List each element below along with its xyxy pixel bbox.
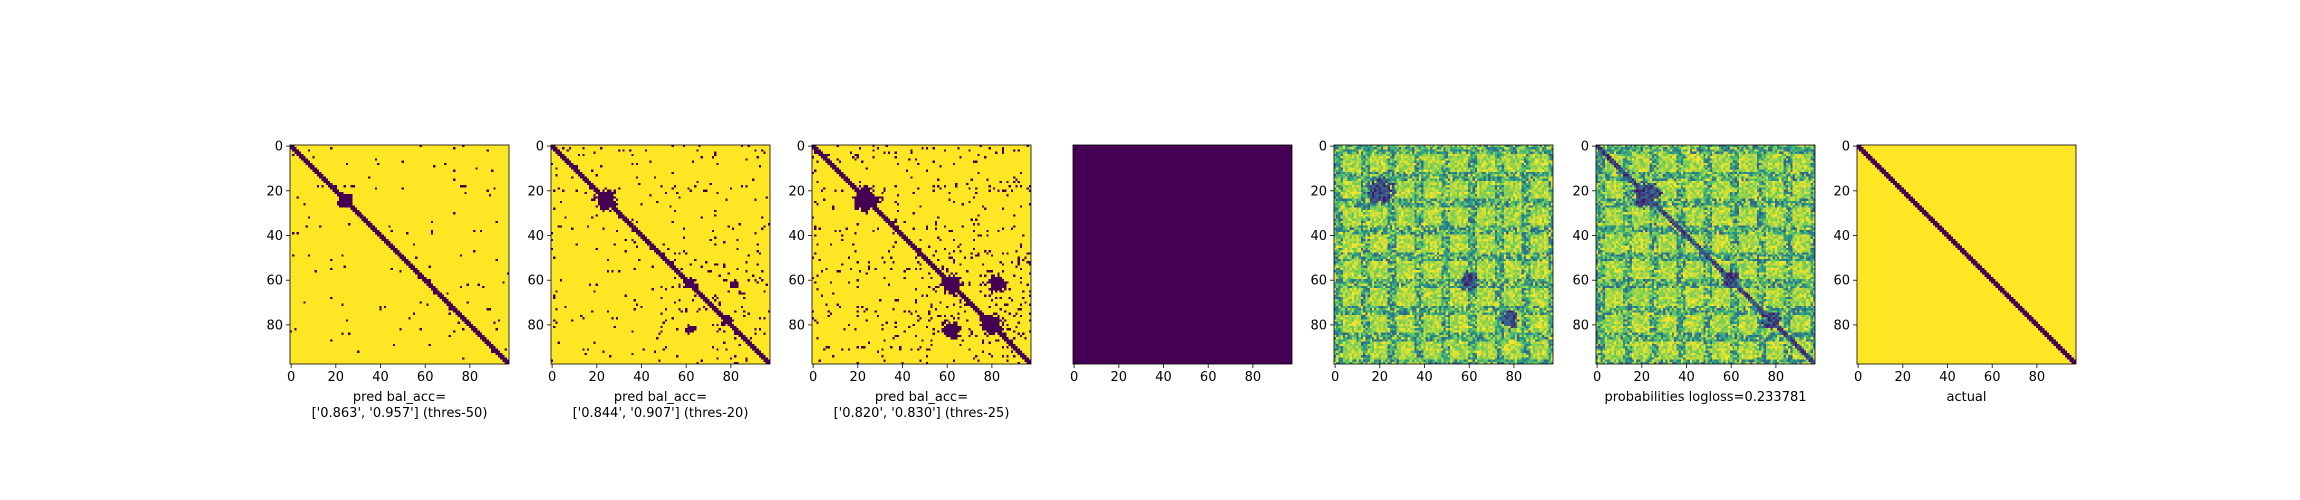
- x-tick-label: 80: [1768, 370, 1785, 385]
- x-tick-label: 0: [1854, 370, 1862, 385]
- heatmap-panel-3: 0 20 40 60 80 0 20 40 60 80 pred bal_acc=['0.820',…: [788, 140, 1032, 421]
- heatmap-panel-7: 0 20 40 60 80 0 20 40 60 80 actual: [1833, 140, 2077, 405]
- y-tick-label: 20: [788, 184, 805, 199]
- axes-frame: [289, 144, 510, 365]
- y-tick-label: 60: [1833, 274, 1850, 289]
- y-tick-label: 80: [527, 318, 544, 333]
- y-tick-label: 0: [1581, 140, 1589, 155]
- x-tick-label: 60: [1984, 370, 2001, 385]
- y-tick-label: 80: [1833, 318, 1850, 333]
- y-tick-label: 0: [275, 140, 283, 155]
- x-tick-label: 40: [372, 370, 389, 385]
- heatmap-image: [1596, 145, 1815, 364]
- x-axis-label: ['0.820', '0.830'] (thres-25): [834, 406, 1010, 421]
- heatmap-image: [1334, 145, 1553, 364]
- x-tick-label: 80: [984, 370, 1001, 385]
- y-tick-label: 20: [527, 184, 544, 199]
- x-tick-label: 60: [1200, 370, 1217, 385]
- heatmap-panel-2: 0 20 40 60 80 0 20 40 60 80 pred bal_acc=['0.844',…: [527, 140, 771, 421]
- heatmap-image: [1073, 145, 1292, 364]
- x-axis-label: pred bal_acc=: [353, 390, 446, 405]
- x-tick-label: 20: [1895, 370, 1912, 385]
- x-tick-label: 0: [548, 370, 556, 385]
- x-tick-label: 20: [328, 370, 345, 385]
- y-tick-label: 20: [1310, 184, 1327, 199]
- y-tick-label: 0: [1842, 140, 1850, 155]
- x-axis-label: ['0.863', '0.957'] (thres-50): [312, 406, 488, 421]
- y-tick-label: 40: [788, 229, 805, 244]
- heatmap-image: [290, 145, 509, 364]
- x-tick-label: 20: [850, 370, 867, 385]
- heatmap-image: [812, 145, 1031, 364]
- y-tick-label: 40: [1833, 229, 1850, 244]
- x-tick-label: 20: [589, 370, 606, 385]
- heatmap-panel-6: 0 20 40 60 80 0 20 40 60 80 probabilities logloss=…: [1572, 140, 1816, 405]
- y-tick-label: 20: [1833, 184, 1850, 199]
- y-tick-label: 80: [788, 318, 805, 333]
- axes-frame: [1856, 144, 2077, 365]
- x-tick-label: 80: [723, 370, 740, 385]
- x-tick-label: 60: [1461, 370, 1478, 385]
- y-tick-label: 60: [266, 274, 283, 289]
- x-tick-label: 80: [462, 370, 479, 385]
- x-tick-label: 80: [1506, 370, 1523, 385]
- x-tick-label: 80: [2029, 370, 2046, 385]
- x-tick-label: 40: [1416, 370, 1433, 385]
- x-tick-label: 40: [633, 370, 650, 385]
- x-tick-label: 40: [894, 370, 911, 385]
- y-tick-label: 40: [527, 229, 544, 244]
- y-tick-label: 0: [1319, 140, 1327, 155]
- y-tick-label: 80: [266, 318, 283, 333]
- x-tick-label: 20: [1634, 370, 1651, 385]
- x-tick-label: 80: [1245, 370, 1262, 385]
- x-axis-label: pred bal_acc=: [614, 390, 707, 405]
- axes-frame: [811, 144, 1032, 365]
- y-tick-label: 20: [1572, 184, 1589, 199]
- y-tick-label: 40: [1310, 229, 1327, 244]
- y-tick-label: 0: [797, 140, 805, 155]
- x-tick-label: 40: [1155, 370, 1172, 385]
- x-tick-label: 0: [287, 370, 295, 385]
- x-tick-label: 40: [1939, 370, 1956, 385]
- y-tick-label: 40: [1572, 229, 1589, 244]
- x-tick-label: 40: [1678, 370, 1695, 385]
- x-tick-label: 60: [678, 370, 695, 385]
- y-tick-label: 60: [527, 274, 544, 289]
- axes-frame: [1595, 144, 1816, 365]
- x-tick-label: 60: [939, 370, 956, 385]
- y-tick-label: 60: [1572, 274, 1589, 289]
- x-tick-label: 0: [1070, 370, 1078, 385]
- axes-frame: [1072, 144, 1293, 365]
- axes-frame: [550, 144, 771, 365]
- y-tick-label: 20: [266, 184, 283, 199]
- y-tick-label: 80: [1572, 318, 1589, 333]
- heatmap-panel-4: 0 20 40 60 80: [1070, 144, 1293, 385]
- x-tick-label: 0: [809, 370, 817, 385]
- x-axis-label: probabilities logloss=0.233781: [1604, 390, 1806, 405]
- x-axis-label: pred bal_acc=: [875, 390, 968, 405]
- y-tick-label: 40: [266, 229, 283, 244]
- axes-frame: [1333, 144, 1554, 365]
- x-tick-label: 20: [1372, 370, 1389, 385]
- y-tick-label: 0: [536, 140, 544, 155]
- x-tick-label: 0: [1593, 370, 1601, 385]
- x-axis-label: ['0.844', '0.907'] (thres-20): [573, 406, 749, 421]
- y-tick-label: 60: [1310, 274, 1327, 289]
- x-axis-label: actual: [1946, 390, 1986, 405]
- heatmap-panel-1: 0 20 40 60 80 0 20 40 60 80 pred bal_acc=['0.863',…: [266, 140, 510, 421]
- x-tick-label: 60: [1723, 370, 1740, 385]
- y-tick-label: 80: [1310, 318, 1327, 333]
- x-tick-label: 60: [417, 370, 434, 385]
- x-tick-label: 0: [1331, 370, 1339, 385]
- heatmap-image: [1857, 145, 2076, 364]
- x-tick-label: 20: [1111, 370, 1128, 385]
- heatmap-image: [551, 145, 770, 364]
- y-tick-label: 60: [788, 274, 805, 289]
- heatmap-panel-5: 0 20 40 60 80 0 20 40 60 80: [1310, 140, 1554, 385]
